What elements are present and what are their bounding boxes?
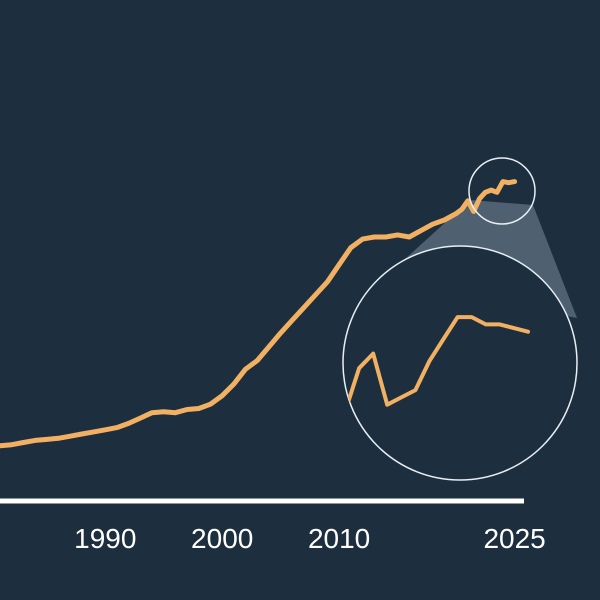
x-tick-label: 2025	[483, 523, 545, 554]
x-tick-label: 1990	[74, 523, 136, 554]
zoom-inset	[342, 245, 578, 481]
zoom-focus-circle	[468, 157, 536, 225]
series-line	[0, 179, 518, 449]
x-tick-labels: 1990 2000 2010 2025	[74, 523, 546, 554]
x-tick-label: 2000	[191, 523, 253, 554]
zoom-inset-circle	[342, 245, 578, 481]
x-tick-label: 2010	[308, 523, 370, 554]
zoom-inset-line	[343, 315, 530, 414]
